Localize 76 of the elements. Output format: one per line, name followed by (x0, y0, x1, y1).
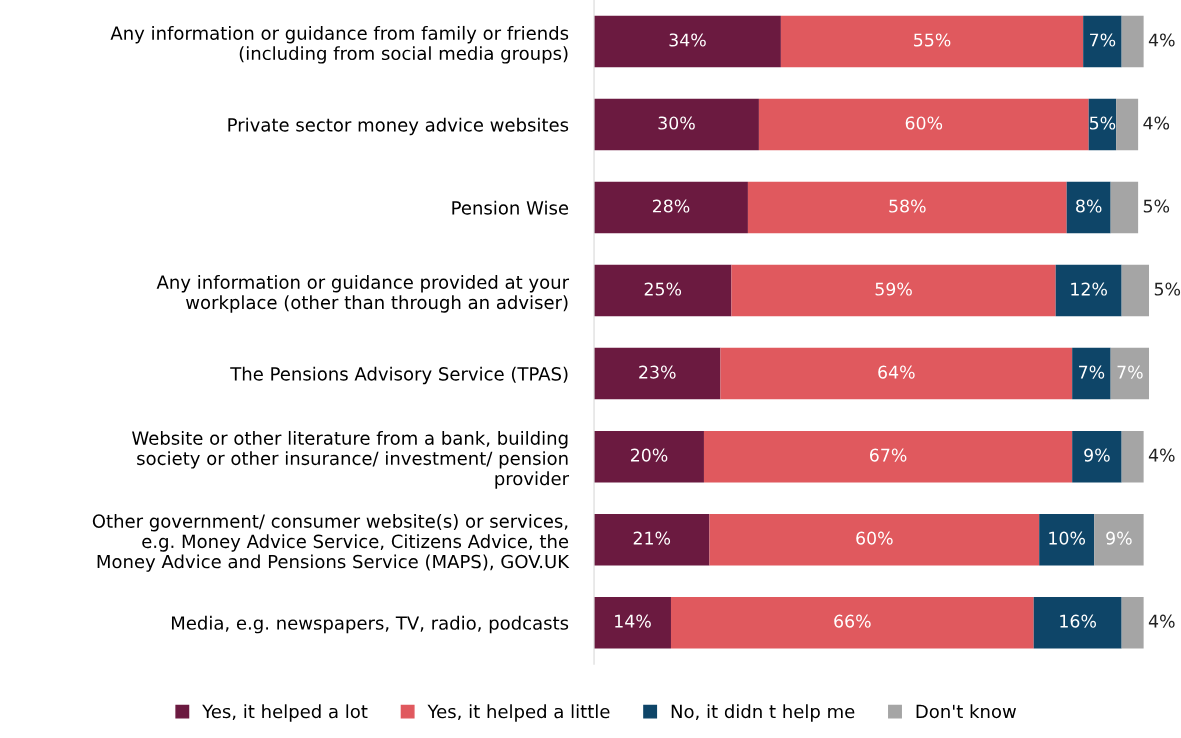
bar (1110, 181, 1139, 234)
bar (1055, 264, 1122, 317)
data-label: 5% (1154, 282, 1181, 296)
bar (1121, 264, 1150, 317)
bar (594, 98, 759, 151)
bar (670, 596, 1034, 649)
bar (709, 513, 1040, 566)
data-label: 16% (1060, 614, 1096, 628)
y-tick-label: Any information or guidance provided at your workplace (other than through an adviser) (156, 274, 570, 313)
data-label: 30% (658, 116, 695, 130)
legend-label: No, it didn t help me (671, 704, 855, 722)
bar (720, 347, 1073, 400)
data-label: 9% (1106, 531, 1132, 545)
bar (594, 430, 704, 483)
legend-label: Don't know (916, 704, 1016, 719)
bar (1072, 430, 1122, 483)
data-label: 14% (615, 614, 651, 628)
legend-label: Yes, it helped a little (427, 704, 610, 722)
y-tick-label: Other government/ consumer website(s) or services, e.g. Money Advice Service, Citizens Advice, the Money Advice and Pensions Service (MAPS), GOV.UK (92, 513, 570, 572)
bar (1121, 430, 1144, 483)
bar (703, 430, 1073, 483)
data-label: 5% (1143, 199, 1170, 213)
data-label: 64% (878, 365, 915, 379)
data-label: 66% (834, 614, 871, 628)
bar (594, 596, 671, 649)
bar (1039, 513, 1095, 566)
bar (780, 15, 1084, 68)
data-label: 58% (889, 199, 926, 213)
bar (594, 347, 721, 400)
data-label: 34% (669, 33, 706, 47)
bar (594, 15, 781, 68)
bar (1066, 181, 1111, 234)
data-label: 59% (875, 282, 912, 296)
data-label: 28% (652, 199, 690, 213)
data-label: 20% (630, 448, 668, 462)
bar (1121, 596, 1144, 649)
bar (1116, 98, 1139, 151)
bar (758, 98, 1089, 151)
y-tick-label: Any information or guidance from family or friends (including from social media groups) (110, 25, 569, 64)
data-label: 10% (1049, 531, 1086, 545)
data-label: 60% (856, 531, 893, 545)
data-label: 67% (869, 448, 907, 462)
data-label: 4% (1148, 448, 1175, 462)
bar (731, 264, 1056, 317)
data-label: 9% (1084, 448, 1110, 462)
y-tick-label: Pension Wise (452, 200, 569, 215)
bar (1121, 15, 1144, 68)
bar (594, 513, 710, 566)
data-label: 23% (639, 365, 676, 379)
data-label: 5% (1089, 116, 1116, 130)
bar (594, 264, 732, 317)
data-label: 4% (1148, 614, 1175, 628)
data-label: 60% (905, 116, 943, 130)
bar (747, 181, 1067, 234)
bar (594, 181, 748, 234)
bar (1110, 347, 1150, 400)
bar (1033, 596, 1122, 649)
y-tick-label: Private sector money advice websites (228, 117, 569, 136)
bar (1088, 98, 1117, 151)
bar (1094, 513, 1144, 566)
legend-label: Yes, it helped a lot (202, 704, 368, 722)
bar (1083, 15, 1122, 68)
data-label: 25% (644, 282, 682, 296)
bar (1072, 347, 1111, 400)
data-label: 4% (1143, 116, 1170, 130)
data-label: 7% (1079, 365, 1105, 379)
y-tick-label: Website or other literature from a bank, building society or other insurance/ investment/ pension provider (132, 430, 570, 489)
data-label: 12% (1071, 282, 1107, 296)
data-label: 4% (1148, 33, 1175, 47)
data-label: 7% (1090, 33, 1116, 47)
data-label: 55% (914, 33, 951, 47)
data-label: 8% (1076, 199, 1102, 213)
y-tick-label: The Pensions Advisory Service (TPAS) (230, 366, 568, 385)
data-label: 7% (1117, 365, 1143, 379)
y-tick-label: Media, e.g. newspapers, TV, radio, podcasts (171, 615, 569, 634)
data-label: 21% (633, 531, 671, 545)
